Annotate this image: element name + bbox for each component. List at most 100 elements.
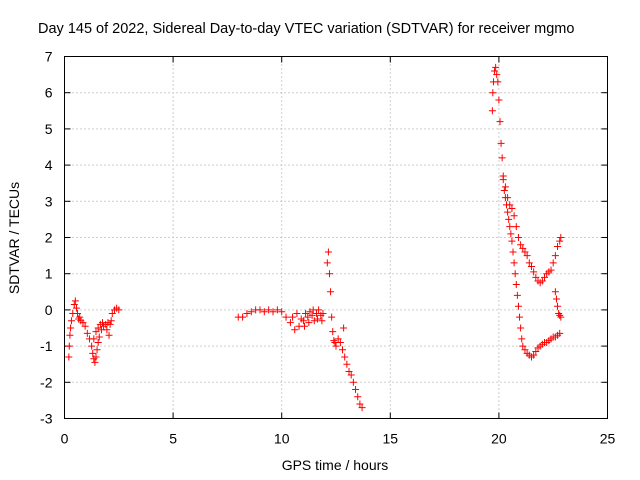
- data-point-segment-3: [325, 270, 333, 278]
- data-point-segment-4: [492, 63, 500, 71]
- data-point-segment-4: [519, 342, 527, 350]
- y-tick-label: 1: [45, 266, 53, 282]
- data-point-segment-2: [309, 306, 317, 314]
- data-point-segment-4: [518, 335, 526, 343]
- data-point-segment-4: [517, 241, 525, 249]
- data-point-segment-2: [302, 310, 310, 318]
- data-point-segment-3: [327, 288, 335, 296]
- data-point-segment-2: [314, 315, 322, 323]
- data-point-segment-1: [67, 324, 75, 332]
- y-tick-label: 7: [45, 49, 53, 65]
- data-point-segment-4: [491, 67, 499, 75]
- data-point-segment-4: [501, 183, 509, 191]
- y-tick-label: 3: [45, 193, 53, 209]
- data-points: [65, 63, 565, 412]
- data-point-segment-4: [514, 302, 522, 310]
- data-point-segment-3: [334, 335, 342, 343]
- data-point-segment-2: [297, 315, 305, 323]
- data-point-segment-2: [301, 322, 309, 330]
- data-point-segment-2: [269, 308, 277, 316]
- data-point-segment-2: [282, 313, 290, 321]
- data-point-segment-2: [239, 313, 247, 321]
- data-point-segment-4: [489, 89, 497, 97]
- data-point-segment-4: [554, 243, 562, 251]
- x-tick-labels: 0 5 10 15 20 25: [61, 431, 616, 447]
- data-point-segment-4: [500, 186, 508, 194]
- data-point-segment-1: [92, 353, 100, 361]
- data-point-segment-2: [310, 317, 318, 325]
- data-point-segment-4: [517, 324, 525, 332]
- y-tick-label: -1: [40, 338, 53, 354]
- data-point-segment-4: [509, 248, 517, 256]
- data-point-segment-1: [107, 317, 115, 325]
- x-tick-label: 10: [274, 431, 290, 447]
- data-point-segment-4: [488, 107, 496, 115]
- data-point-segment-4: [530, 268, 538, 276]
- y-tick-label: 6: [45, 85, 53, 101]
- data-point-segment-1: [95, 333, 103, 341]
- data-point-segment-4: [493, 71, 501, 79]
- data-point-segment-1: [83, 329, 91, 337]
- data-point-segment-4: [538, 277, 546, 285]
- data-point-segment-3: [328, 313, 336, 321]
- y-tick-label: 2: [45, 230, 53, 246]
- data-point-segment-2: [243, 310, 251, 318]
- data-point-segment-3: [330, 337, 338, 345]
- plot-frame: [64, 56, 608, 419]
- data-point-segment-2: [260, 308, 268, 316]
- data-point-segment-4: [549, 259, 557, 267]
- data-point-segment-2: [318, 317, 326, 325]
- data-point-segment-4: [525, 259, 533, 267]
- axis-ticks: [64, 56, 608, 419]
- data-point-segment-1: [67, 317, 75, 325]
- data-point-segment-4: [554, 302, 562, 310]
- data-point-segment-1: [99, 319, 107, 327]
- data-point-segment-4: [498, 154, 506, 162]
- data-point-segment-4: [541, 273, 549, 281]
- data-point-segment-1: [92, 328, 100, 336]
- data-point-segment-2: [293, 310, 301, 318]
- data-point-segment-3: [347, 371, 355, 379]
- data-point-segment-2: [308, 311, 316, 319]
- data-point-segment-4: [494, 78, 502, 86]
- data-point-segment-4: [510, 259, 518, 267]
- data-point-segment-3: [341, 353, 349, 361]
- data-point-segment-4: [556, 329, 564, 337]
- data-point-segment-4: [519, 244, 527, 252]
- data-point-segment-4: [496, 118, 504, 126]
- data-point-segment-1: [79, 319, 87, 327]
- x-tick-label: 20: [491, 431, 507, 447]
- y-tick-label: 5: [45, 121, 53, 137]
- x-tick-label: 25: [600, 431, 616, 447]
- data-point-segment-1: [93, 346, 101, 354]
- data-point-segment-1: [81, 322, 89, 330]
- data-point-segment-4: [557, 234, 565, 241]
- data-point-segment-1: [91, 358, 99, 366]
- data-point-segment-2: [289, 313, 297, 321]
- data-point-segment-2: [305, 319, 313, 327]
- data-point-segment-4: [556, 237, 564, 245]
- x-axis-label: GPS time / hours: [282, 457, 389, 473]
- data-point-segment-2: [306, 308, 314, 316]
- data-point-segment-4: [506, 223, 514, 231]
- data-point-segment-4: [499, 176, 507, 184]
- data-point-segment-1: [71, 297, 79, 305]
- data-point-segment-4: [555, 310, 563, 318]
- data-point-segment-4: [516, 313, 524, 321]
- data-point-segment-4: [504, 208, 512, 216]
- data-point-segment-4: [512, 281, 520, 289]
- data-point-segment-4: [508, 205, 516, 213]
- data-point-segment-3: [352, 386, 360, 394]
- data-point-segment-4: [551, 252, 559, 260]
- data-point-segment-4: [532, 273, 540, 281]
- data-point-segment-2: [304, 313, 312, 321]
- x-tick-label: 15: [383, 431, 399, 447]
- data-point-segment-3: [323, 259, 331, 267]
- data-point-segment-4: [521, 346, 529, 354]
- data-point-segment-3: [329, 328, 337, 336]
- data-point-segment-4: [530, 351, 538, 359]
- chart-title: Day 145 of 2022, Sidereal Day-to-day VTE…: [38, 21, 574, 37]
- data-point-segment-4: [552, 295, 560, 303]
- y-tick-labels: -3 -2 -1 0 1 2 3 4 5 6 7: [40, 49, 53, 427]
